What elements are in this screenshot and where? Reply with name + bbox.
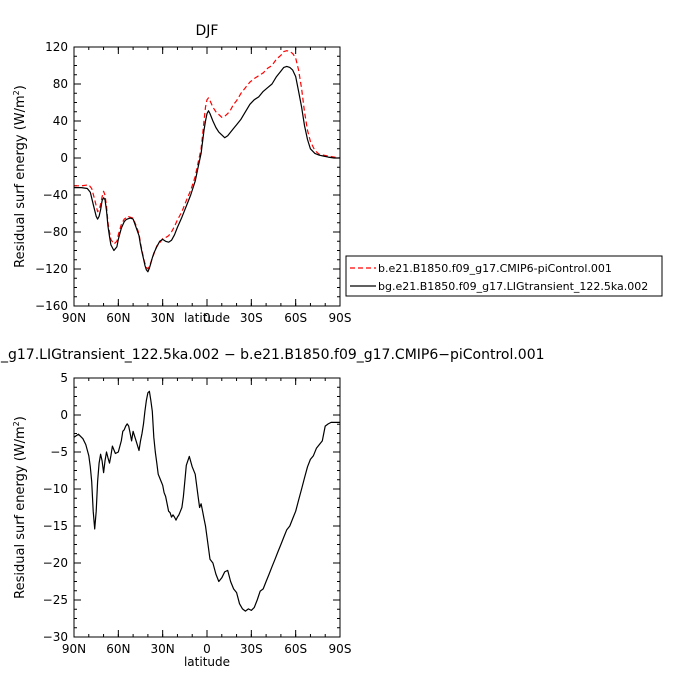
x-tick-label: 60S [284,311,307,325]
plot-frame [73,377,341,638]
y-tick-label: −160 [35,299,68,313]
x-tick-label: 90S [329,311,352,325]
x-tick-label: 30N [151,642,175,656]
series-line [74,50,341,270]
y-tick-label: −80 [43,225,68,239]
y-tick-label: 80 [53,77,68,91]
y-tick-label: 40 [53,114,68,128]
x-tick-label: 30S [240,642,263,656]
y-tick-label: 5 [60,371,68,385]
legend: b.e21.B1850.f09_g17.CMIP6-piControl.001b… [345,255,663,297]
series-line [73,390,340,612]
x-tick-label: 60S [284,642,307,656]
x-tick-label: 60N [106,311,130,325]
bottom-panel: 90N 60N 30N 0 30S 60S 90S −30 −25 −20 −15 −10 −5 0 5 bg… [0,347,545,669]
chart-title: DJF [196,23,219,39]
x-tick-label: 30S [240,311,263,325]
plot-frame [73,46,341,307]
x-tick-label: 90S [329,642,352,656]
legend-label: bg.e21.B1850.f09_g17.LIGtransient_122.5k… [378,280,648,293]
x-tick-label: 90N [62,642,86,656]
x-tick-label: 0 [203,311,211,325]
y-axis-label: Residual surf energy (W/m2) [12,85,28,268]
legend-label: b.e21.B1850.f09_g17.CMIP6-piControl.001 [378,262,612,275]
x-tick-label: 30N [151,311,175,325]
series-line [74,65,340,273]
x-tick-label: 90N [62,311,86,325]
x-tick-label: 0 [203,642,211,656]
y-tick-label: 0 [60,408,68,422]
x-axis-label: latitude [184,655,230,669]
top-panel: 90N 60N 30N 0 30S 60S 90S −160 −120 −80 −40 0 40 80 12… [12,23,663,325]
y-tick-label: 120 [45,40,68,54]
y-tick-label: −120 [35,262,68,276]
y-tick-label: 0 [60,151,68,165]
y-tick-label: −15 [43,519,68,533]
x-tick-label: 60N [106,642,130,656]
chart-title: bg.e21.B1850.f09_g17.LIGtransient_122.5k… [0,347,545,363]
y-tick-label: −5 [50,445,68,459]
y-tick-label: −10 [43,482,68,496]
legend-box [345,255,663,297]
x-axis-label: latitude [184,311,230,325]
y-tick-label: −30 [43,630,68,644]
y-tick-label: −40 [43,188,68,202]
y-axis-label: Residual surf energy (W/m2) [12,416,28,599]
y-tick-label: −25 [43,593,68,607]
y-tick-label: −20 [43,556,68,570]
